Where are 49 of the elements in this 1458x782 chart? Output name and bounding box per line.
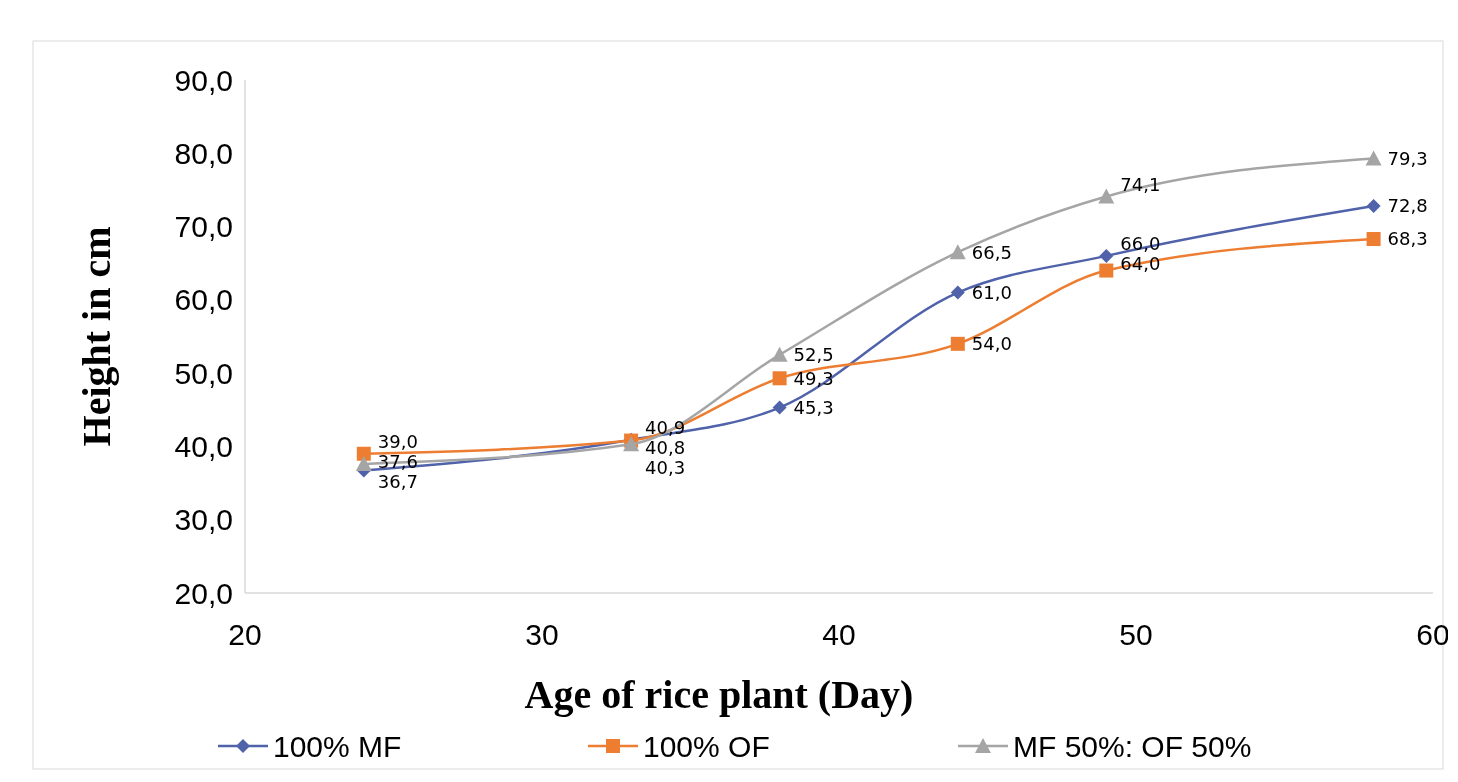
x-tick-label: 50 [1119, 618, 1153, 651]
y-tick-label: 30,0 [174, 503, 233, 537]
point [1365, 150, 1382, 166]
data-label: 40,9 [645, 417, 686, 439]
data-label: 72,8 [1387, 195, 1428, 217]
x-tick-label: 30 [525, 618, 559, 651]
data-label: 61,0 [971, 281, 1012, 303]
point [1366, 199, 1381, 214]
x-axis-title: Age of rice plant (Day) [524, 672, 914, 717]
y-tick-label: 70,0 [174, 210, 233, 244]
point [772, 400, 787, 415]
data-label: 54,0 [971, 333, 1012, 355]
data-label: 40,3 [645, 457, 686, 479]
point [949, 244, 966, 260]
y-tick-label: 60,0 [174, 283, 233, 317]
point [1366, 232, 1381, 247]
data-label: 66,5 [971, 241, 1012, 263]
point [356, 446, 371, 461]
data-label: 36,7 [377, 471, 418, 493]
data-label: 74,1 [1120, 173, 1161, 195]
y-tick-label: 20,0 [174, 576, 233, 610]
legend-label: 100% MF [273, 729, 402, 763]
y-tick-label: 90,0 [174, 63, 233, 97]
point [1098, 188, 1115, 204]
point [950, 336, 965, 351]
legend-label: MF 50%: OF 50% [1013, 729, 1252, 763]
data-label: 49,3 [793, 367, 834, 389]
data-label: 79,3 [1387, 147, 1428, 169]
legend-label: 100% OF [643, 729, 770, 763]
point [772, 371, 787, 386]
data-label: 39,0 [377, 431, 418, 453]
y-tick-label: 40,0 [174, 429, 233, 463]
data-label: 52,5 [793, 344, 834, 366]
point [771, 346, 788, 362]
x-tick-label: 60 [1416, 618, 1450, 651]
y-tick-label: 50,0 [174, 356, 233, 390]
point [1099, 263, 1114, 278]
x-tick-label: 20 [228, 618, 262, 651]
data-label: 40,8 [645, 437, 686, 459]
x-tick-label: 40 [822, 618, 856, 651]
data-label: 68,3 [1387, 228, 1428, 250]
point [1099, 248, 1114, 263]
y-axis-title: Height in cm [74, 226, 119, 447]
y-tick-label: 80,0 [174, 136, 233, 170]
data-label: 37,6 [377, 451, 418, 473]
data-label: 45,3 [793, 396, 834, 418]
point [355, 456, 372, 472]
point [623, 436, 640, 452]
point [950, 285, 965, 300]
